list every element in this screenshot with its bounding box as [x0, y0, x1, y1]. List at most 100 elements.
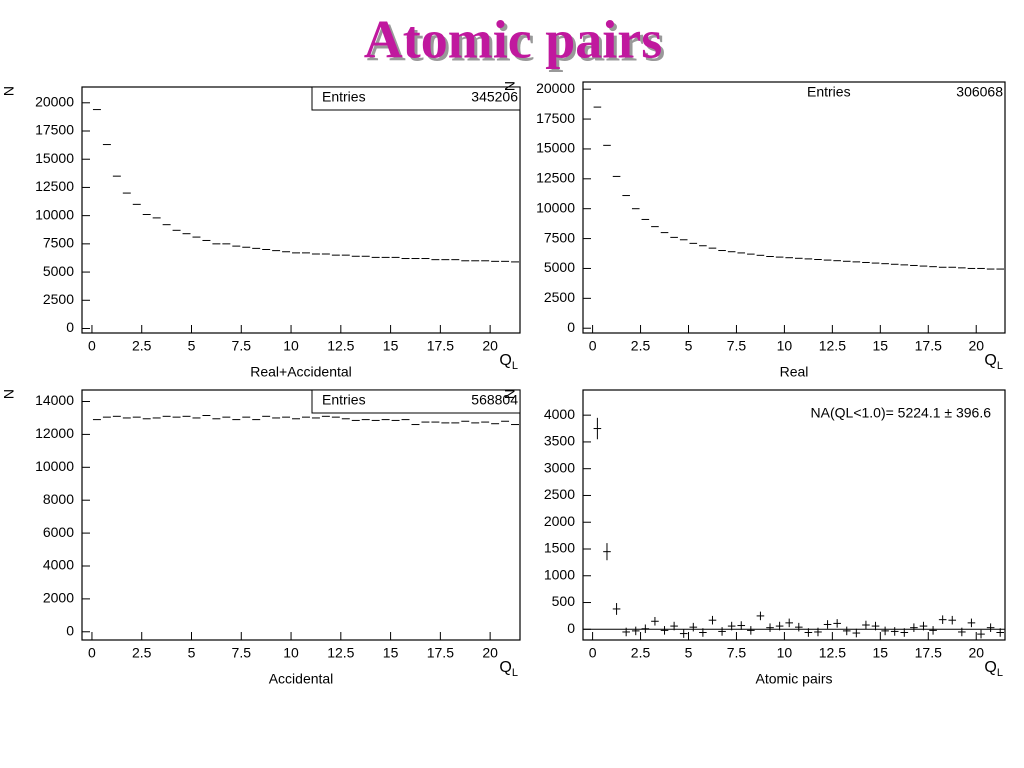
x-tick-label: 20	[968, 645, 984, 661]
y-tick-label: 4000	[544, 406, 575, 422]
y-tick-label: 5000	[544, 259, 575, 275]
stat-box	[311, 389, 521, 414]
y-tick-label: 0	[66, 622, 74, 638]
y-tick-label: 10000	[35, 458, 74, 474]
x-tick-label: 0	[88, 338, 96, 354]
stat-value: 306068	[956, 84, 1003, 100]
x-tick-label: 12.5	[819, 338, 846, 354]
caption: Atomic pairs	[755, 671, 832, 687]
x-tick-label: 20	[482, 645, 498, 661]
x-axis-label: QL	[499, 659, 518, 679]
x-tick-label: 15	[873, 645, 889, 661]
y-tick-label: 12000	[35, 425, 74, 441]
x-tick-label: 17.5	[427, 338, 454, 354]
x-tick-label: 7.5	[232, 338, 252, 354]
panel: 0 2000 4000 6000 8000 10000 12000 14000 0 2.5 5 7.5…	[1, 389, 521, 687]
stat-label: Entries	[322, 392, 366, 408]
y-tick-label: 14000	[35, 392, 74, 408]
y-axis-label: N	[1, 389, 17, 399]
x-tick-label: 5	[188, 645, 196, 661]
y-tick-label: 15000	[536, 140, 575, 156]
y-tick-label: 1500	[544, 540, 575, 556]
y-tick-label: 3000	[544, 459, 575, 475]
plot-frame	[81, 389, 521, 641]
x-tick-label: 15	[383, 338, 399, 354]
x-tick-label: 20	[482, 338, 498, 354]
slide-title: Atomic pairs	[364, 9, 662, 69]
panel: 0 500 1000 1500 2000 2500 3000 3500 4000 0 2.5 5 7.5…	[502, 389, 1006, 687]
y-tick-label: 12500	[35, 178, 74, 194]
plot-frame	[582, 389, 1006, 641]
plot-frame	[81, 86, 521, 334]
x-tick-label: 17.5	[427, 645, 454, 661]
y-tick-label: 17500	[536, 110, 575, 126]
x-tick-label: 20	[968, 338, 984, 354]
y-tick-label: 2000	[43, 590, 74, 606]
x-tick-label: 10	[777, 645, 793, 661]
x-tick-label: 5	[685, 645, 693, 661]
caption: Real	[780, 364, 809, 380]
x-tick-label: 10	[283, 645, 299, 661]
x-tick-label: 12.5	[819, 645, 846, 661]
stat-label: Entries	[322, 89, 366, 105]
y-tick-label: 2000	[544, 513, 575, 529]
x-tick-label: 17.5	[915, 338, 942, 354]
stat-value: 345206	[471, 89, 518, 105]
y-tick-label: 20000	[536, 80, 575, 96]
y-tick-label: 0	[567, 319, 575, 335]
y-tick-label: 15000	[35, 150, 74, 166]
x-axis-label-main: Q	[499, 352, 511, 369]
x-tick-label: 7.5	[727, 645, 747, 661]
y-tick-label: 12500	[536, 170, 575, 186]
y-tick-label: 500	[552, 593, 576, 609]
y-axis-label: N	[502, 389, 518, 399]
y-tick-label: 2500	[544, 289, 575, 305]
x-tick-label: 12.5	[327, 338, 354, 354]
caption: Accidental	[269, 671, 334, 687]
y-tick-label: 20000	[35, 94, 74, 110]
y-tick-label: 1000	[544, 566, 575, 582]
x-tick-label: 2.5	[132, 645, 152, 661]
x-tick-label: 12.5	[327, 645, 354, 661]
x-axis-label: QL	[984, 352, 1003, 372]
x-tick-label: 15	[873, 338, 889, 354]
y-tick-label: 7500	[43, 235, 74, 251]
x-tick-label: 2.5	[631, 338, 651, 354]
x-tick-label: 7.5	[232, 645, 252, 661]
y-tick-label: 2500	[43, 291, 74, 307]
y-tick-label: 2500	[544, 486, 575, 502]
x-axis-label-sub: L	[512, 667, 518, 679]
stat-label: Entries	[807, 84, 851, 100]
y-tick-label: 3500	[544, 433, 575, 449]
x-axis-label-main: Q	[499, 659, 511, 676]
plot-frame	[582, 81, 1006, 334]
x-tick-label: 17.5	[915, 645, 942, 661]
x-tick-label: 10	[777, 338, 793, 354]
x-tick-label: 2.5	[132, 338, 152, 354]
caption: Real+Accidental	[250, 364, 352, 380]
y-tick-label: 0	[567, 620, 575, 636]
y-tick-label: 6000	[43, 524, 74, 540]
x-tick-label: 0	[88, 645, 96, 661]
y-axis-label: N	[1, 86, 17, 96]
x-axis-label-main: Q	[984, 352, 996, 369]
y-axis-label: N	[502, 81, 518, 91]
title-shadow: Atomic pairs	[367, 12, 665, 72]
x-tick-label: 0	[589, 645, 597, 661]
x-tick-label: 2.5	[631, 645, 651, 661]
x-axis-label: QL	[499, 352, 518, 372]
y-tick-label: 4000	[43, 557, 74, 573]
stat-value: 568804	[471, 392, 518, 408]
x-axis-label-sub: L	[997, 667, 1003, 679]
x-tick-label: 10	[283, 338, 299, 354]
y-tick-label: 10000	[536, 199, 575, 215]
y-tick-label: 17500	[35, 122, 74, 138]
x-tick-label: 0	[589, 338, 597, 354]
y-tick-label: 8000	[43, 491, 74, 507]
x-tick-label: 5	[685, 338, 693, 354]
y-tick-label: 0	[66, 319, 74, 335]
stat-box	[311, 86, 521, 111]
y-tick-label: 10000	[35, 206, 74, 222]
x-axis-label-sub: L	[997, 360, 1003, 372]
